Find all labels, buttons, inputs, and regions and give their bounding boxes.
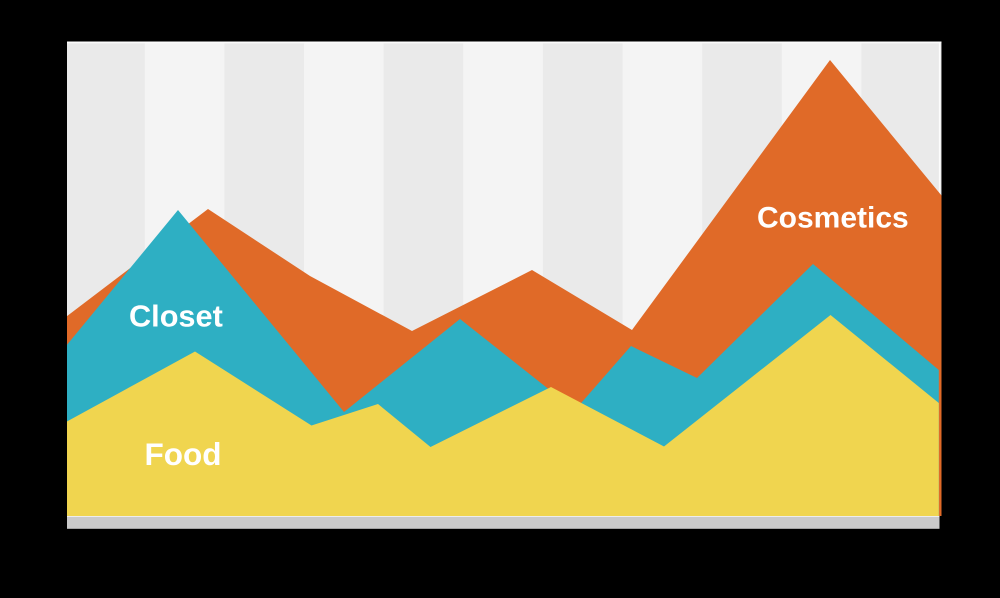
svg-text:Cosmetics: Cosmetics bbox=[757, 201, 909, 234]
svg-text:Closet: Closet bbox=[129, 299, 223, 334]
svg-text:Food: Food bbox=[145, 436, 222, 472]
